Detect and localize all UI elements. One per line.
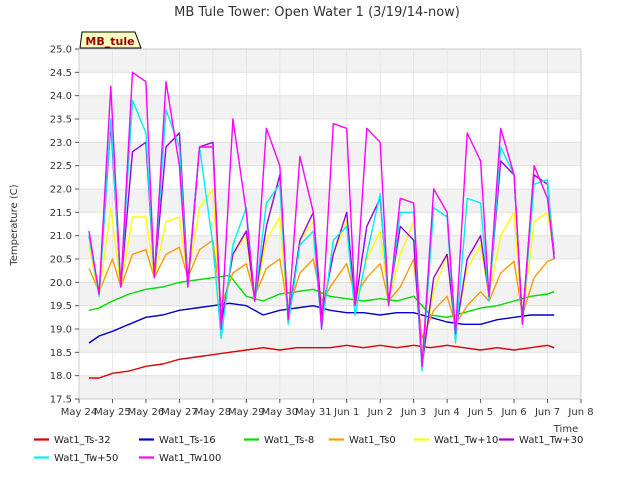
x-tick-label: May 29: [228, 407, 265, 418]
x-tick-label: May 28: [195, 407, 232, 418]
legend-item: Wat1_Tw+10: [414, 435, 498, 446]
y-tick-label: 17.5: [50, 395, 72, 406]
legend-item: Wat1_Ts-8: [244, 435, 314, 446]
x-tick-label: May 31: [295, 407, 332, 418]
plot-frame: [78, 48, 582, 400]
x-tick-label: May 27: [161, 407, 198, 418]
legend: Wat1_Ts-32 Wat1_Ts-16 Wat1_Ts-8 Wat1_Ts0 Wat…: [34, 435, 583, 464]
x-tick-label: May 26: [128, 407, 165, 418]
plot-band: [79, 282, 581, 306]
plot-band: [79, 375, 581, 399]
plot-band: [79, 235, 581, 259]
y-tick-label: 22.5: [50, 161, 72, 172]
y-tick-label: 21.0: [50, 231, 72, 242]
x-tick-label: May 24: [61, 407, 98, 418]
x-tick-label: Jun 7: [534, 407, 560, 418]
series-line-wat1-ts0: [88, 239, 555, 339]
legend-item: Wat1_Tw100: [139, 453, 221, 464]
station-label-box: MB_tule: [79, 31, 142, 49]
legend-item: Wat1_Ts-16: [139, 435, 216, 446]
x-tick-label: Jun 2: [367, 407, 393, 418]
y-tick-label: 18.5: [50, 348, 72, 359]
y-tick-label: 20.5: [50, 255, 72, 266]
y-tick-label: 25.0: [50, 45, 72, 56]
legend-item: Wat1_Tw+50: [34, 453, 118, 464]
y-tick-label: 24.0: [50, 91, 72, 102]
plot-background-bands: [79, 49, 581, 399]
plot-band: [79, 49, 581, 73]
y-tick-label: 20.0: [50, 278, 72, 289]
y-tick-label: 19.5: [50, 301, 72, 312]
y-axis-label: Temperature (C): [9, 184, 20, 266]
legend-label: Wat1_Ts-32: [54, 435, 111, 446]
x-tick-label: Jun 6: [500, 407, 526, 418]
y-axis-ticks: 17.5 18.0 18.5 19.0 19.5 20.0 20.5 21.0 21.5 22.0…: [50, 45, 79, 406]
legend-label: Wat1_Ts-8: [264, 435, 314, 446]
legend-label: Wat1_Ts0: [349, 435, 396, 446]
chart-title: MB Tule Tower: Open Water 1 (3/19/14-now…: [174, 5, 460, 20]
y-tick-label: 23.0: [50, 138, 72, 149]
y-tick-label: 18.0: [50, 371, 72, 382]
x-tick-label: Jun 8: [567, 407, 593, 418]
legend-item: Wat1_Ts-32: [34, 435, 111, 446]
series-line-wat1-ts-32: [89, 344, 555, 379]
x-tick-label: Jun 5: [467, 407, 493, 418]
legend-item: Wat1_Ts0: [329, 435, 396, 446]
legend-label: Wat1_Tw100: [159, 453, 221, 464]
legend-label: Wat1_Tw+50: [54, 453, 118, 464]
x-tick-label: May 30: [262, 407, 299, 418]
station-label: MB_tule: [85, 35, 134, 48]
legend-label: Wat1_Tw+10: [434, 435, 498, 446]
y-tick-label: 24.5: [50, 68, 72, 79]
series-line-wat1-tw100: [88, 71, 555, 367]
y-tick-label: 19.0: [50, 325, 72, 336]
x-tick-label: May 25: [94, 407, 131, 418]
x-tick-label: Jun 3: [400, 407, 426, 418]
plot-band: [79, 95, 581, 119]
y-tick-label: 23.5: [50, 115, 72, 126]
plot-band: [79, 142, 581, 166]
station-label-tag: [79, 31, 142, 49]
series-lines: [88, 71, 555, 379]
x-tick-label: Jun 4: [434, 407, 460, 418]
y-tick-label: 21.5: [50, 208, 72, 219]
x-tick-label: Jun 1: [333, 407, 359, 418]
legend-label: Wat1_Ts-16: [159, 435, 216, 446]
legend-label: Wat1_Tw+30: [519, 435, 583, 446]
plot-band: [79, 189, 581, 213]
series-line-wat1-ts-8: [88, 274, 555, 318]
legend-item: Wat1_Tw+30: [499, 435, 583, 446]
series-line-wat1-tw-30: [88, 122, 555, 367]
y-tick-label: 22.0: [50, 185, 72, 196]
x-axis-label: Time: [553, 424, 578, 435]
